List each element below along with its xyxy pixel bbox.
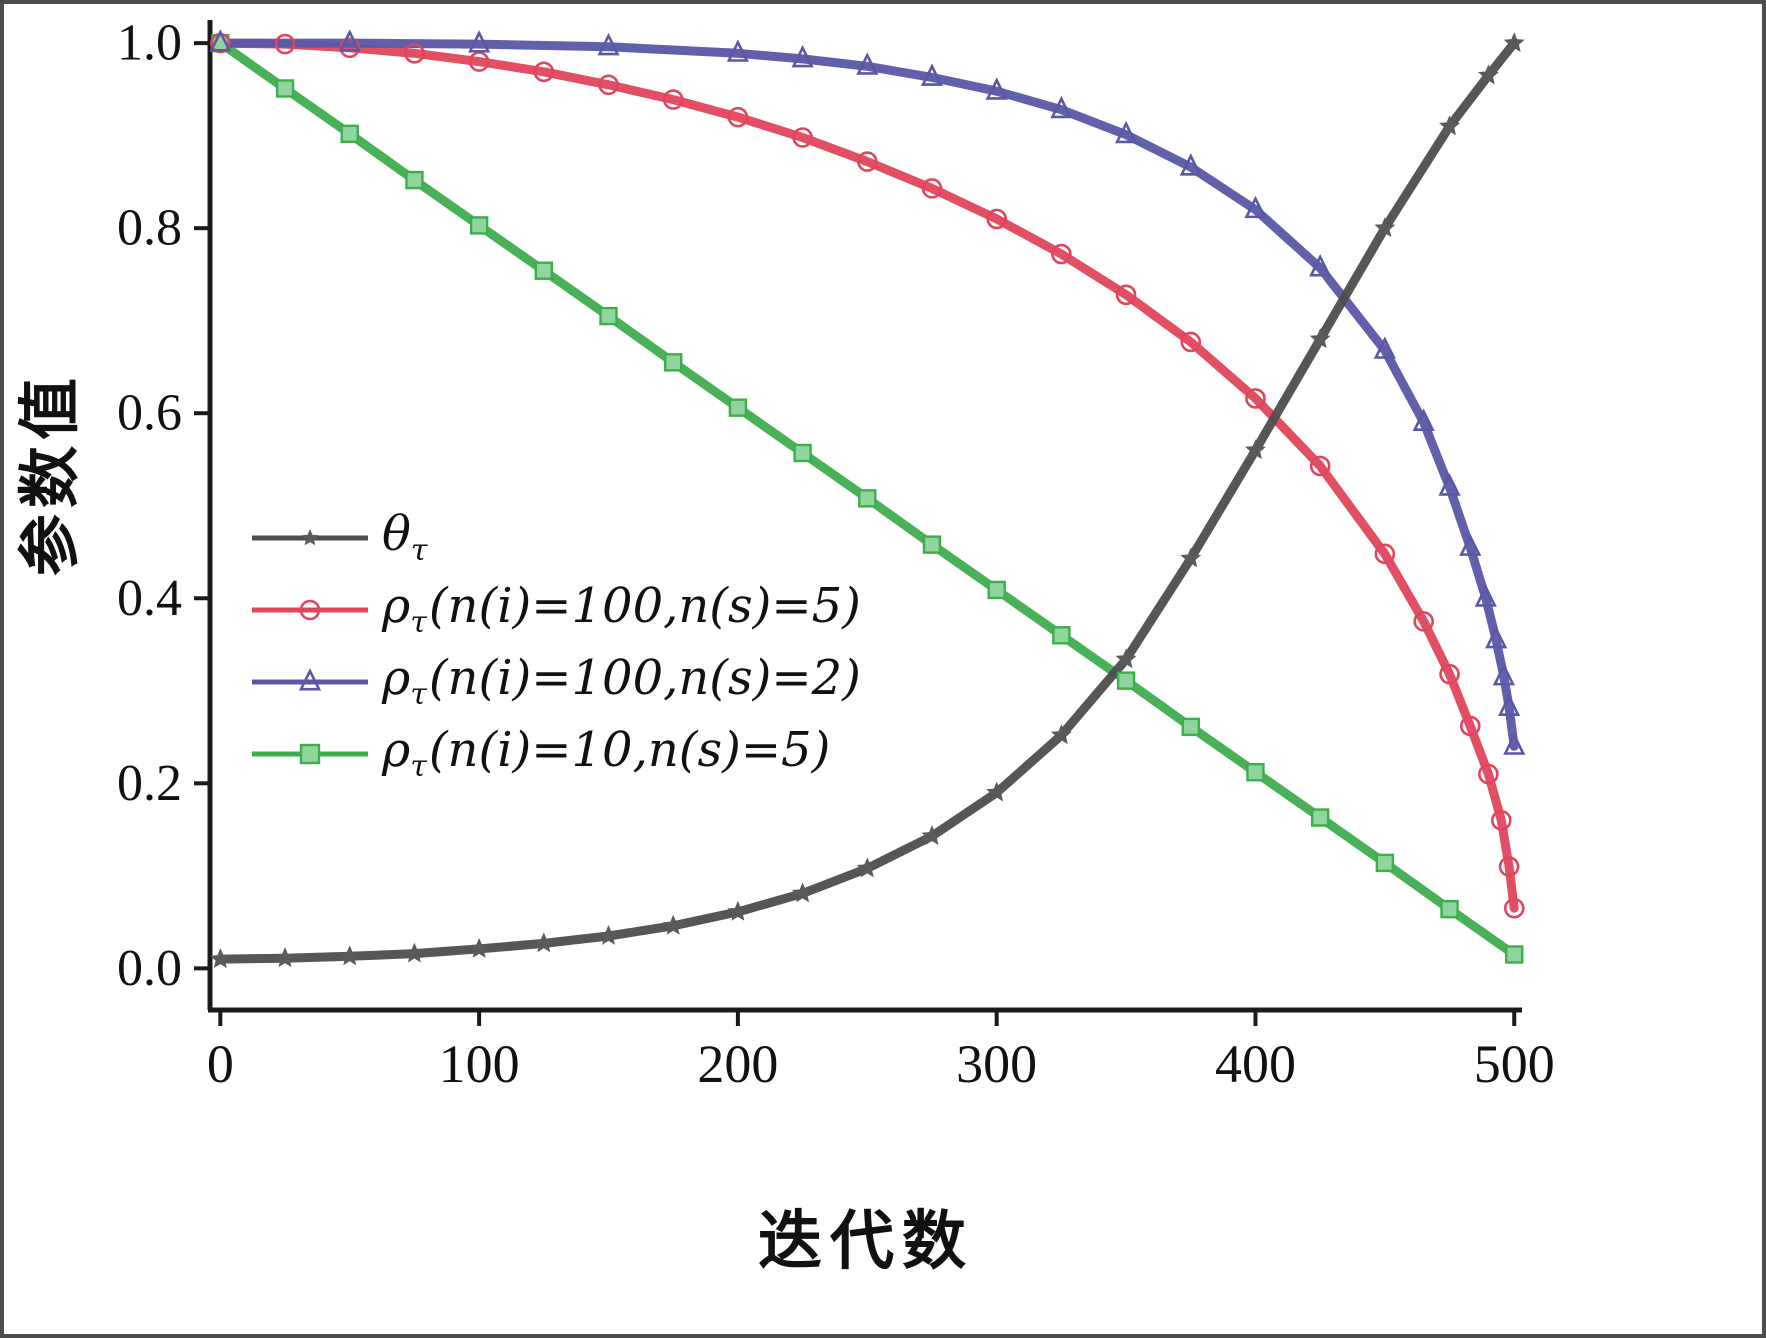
svg-text:1.0: 1.0	[117, 15, 182, 72]
svg-text:0.4: 0.4	[117, 570, 182, 627]
legend-item-rho-ni100-ns2: ρτ(n(i)=100,n(s)=2)	[248, 650, 861, 714]
legend-label: ρτ(n(i)=100,n(s)=2)	[382, 650, 861, 712]
svg-text:0.2: 0.2	[117, 755, 182, 812]
svg-text:300: 300	[956, 1034, 1037, 1094]
svg-text:100: 100	[439, 1034, 520, 1094]
legend-item-theta: θτ	[248, 506, 861, 570]
chart-plot: 0.0 0.2 0.4 0.6 0.8 1.0 0 100 200 300 400 500	[117, 15, 1555, 1094]
legend-item-rho-ni10-ns5: ρτ(n(i)=10,n(s)=5)	[248, 722, 861, 786]
y-axis-title: 参数值	[13, 371, 86, 577]
svg-text:0: 0	[207, 1034, 234, 1094]
svg-text:200: 200	[697, 1034, 778, 1094]
legend-item-rho-ni100-ns5: ρτ(n(i)=100,n(s)=5)	[248, 578, 861, 642]
svg-text:0.6: 0.6	[117, 385, 182, 442]
svg-text:400: 400	[1215, 1034, 1296, 1094]
svg-text:500: 500	[1474, 1034, 1555, 1094]
legend-label: ρτ(n(i)=100,n(s)=5)	[382, 578, 861, 640]
triangle-marker-icon	[252, 668, 368, 691]
svg-text:0.0: 0.0	[117, 940, 182, 997]
chart-legend: θτ ρτ(n(i)=100,n(s)=5) ρτ(n(i)=100,n(s)=…	[248, 506, 861, 786]
star-marker-icon	[252, 529, 368, 546]
circle-marker-icon	[252, 599, 368, 621]
x-axis-title: 迭代数	[758, 1205, 974, 1279]
legend-label: ρτ(n(i)=10,n(s)=5)	[382, 722, 831, 784]
legend-label: θτ	[382, 506, 428, 568]
svg-text:0.8: 0.8	[117, 200, 182, 257]
square-marker-icon	[252, 743, 368, 765]
